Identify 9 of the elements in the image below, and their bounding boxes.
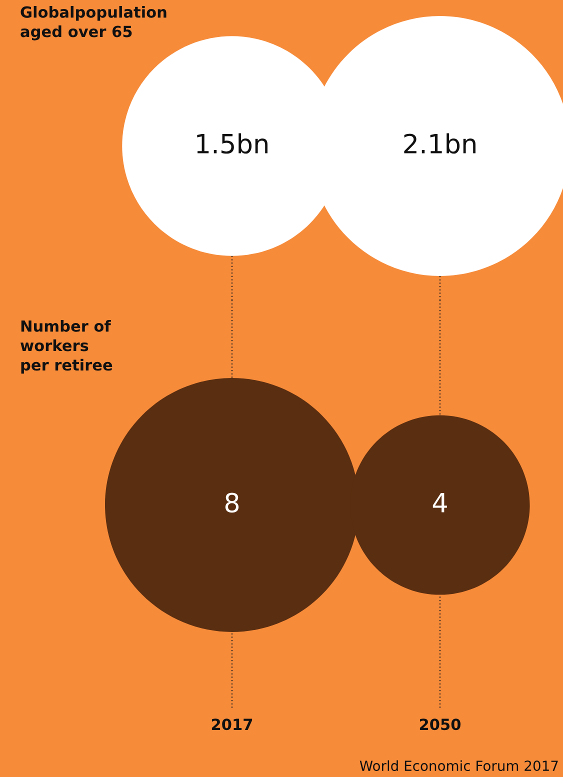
text: Number of workers per retiree (20, 320, 112, 374)
data-label: 1.5bn (197, 133, 268, 154)
data-label: 4 (432, 493, 447, 512)
category-label: 2017 (212, 718, 252, 730)
category-label: 2050 (420, 718, 461, 730)
text: World Economic Forum 2017 (360, 760, 558, 772)
text: Globalpopulation aged over 65 (20, 6, 166, 40)
data-label: 8 (225, 492, 239, 513)
data-label: 2.1bn (404, 133, 476, 154)
